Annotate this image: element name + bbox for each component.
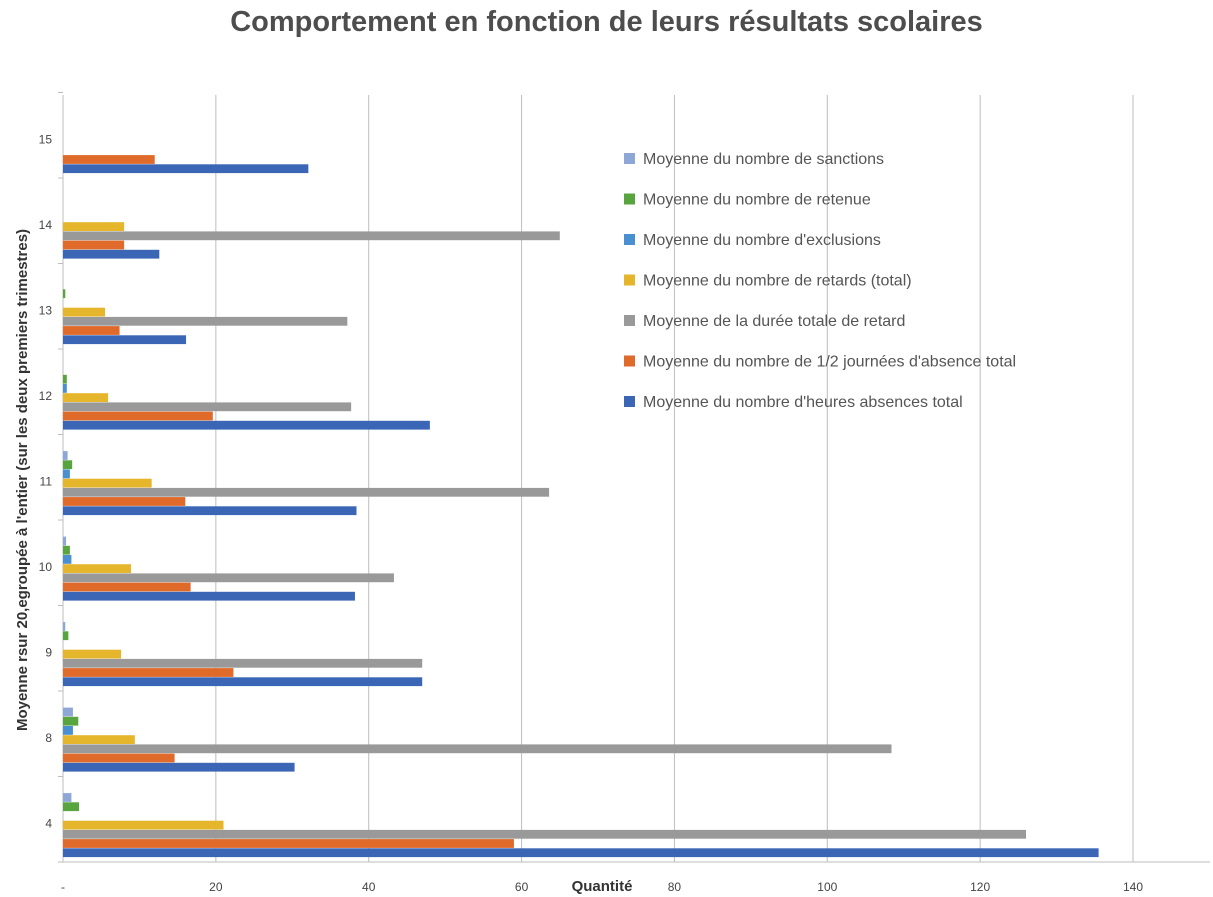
y-tick-label: 14 bbox=[39, 218, 53, 232]
bar-4-series-2 bbox=[63, 829, 1026, 839]
bar-14-series-2 bbox=[63, 231, 560, 241]
bar-9-series-1 bbox=[63, 668, 234, 677]
bar-8-series-5 bbox=[63, 716, 79, 726]
legend-swatch bbox=[624, 396, 635, 407]
bar-11-series-5 bbox=[63, 460, 73, 470]
bar-11-series-3 bbox=[63, 478, 152, 488]
bar-13-series-0 bbox=[63, 335, 187, 345]
bar-4-series-1 bbox=[63, 839, 514, 848]
bar-15-series-0 bbox=[63, 164, 309, 174]
bar-11-series-4 bbox=[63, 469, 70, 479]
bar-12-series-2 bbox=[63, 402, 352, 412]
bar-9-series-6 bbox=[63, 622, 66, 631]
x-tick-label: - bbox=[61, 880, 65, 894]
bar-10-series-1 bbox=[63, 582, 191, 592]
bar-10-series-2 bbox=[63, 573, 394, 583]
legend-label: Moyenne du nombre d'exclusions bbox=[643, 232, 881, 249]
bar-15-series-1 bbox=[63, 155, 155, 164]
bar-14-series-0 bbox=[63, 249, 160, 259]
bar-4-series-3 bbox=[63, 820, 224, 830]
bar-8-series-4 bbox=[63, 726, 73, 735]
y-tick-label: 13 bbox=[39, 303, 53, 317]
bar-11-series-6 bbox=[63, 451, 68, 460]
bar-11-series-1 bbox=[63, 497, 186, 506]
bar-10-series-5 bbox=[63, 545, 70, 555]
y-axis-title: Moyenne rsur 20,egroupée à l'entier (sur… bbox=[14, 229, 31, 731]
x-tick-label: 80 bbox=[668, 880, 682, 894]
bar-13-series-2 bbox=[63, 316, 348, 326]
bar-8-series-6 bbox=[63, 707, 73, 717]
bar-13-series-3 bbox=[63, 307, 106, 317]
bar-12-series-1 bbox=[63, 411, 213, 421]
chart-title: Comportement en fonction de leurs résult… bbox=[230, 6, 983, 38]
bar-9-series-5 bbox=[63, 631, 69, 641]
y-tick-label: 15 bbox=[39, 132, 53, 146]
legend-label: Moyenne du nombre de retenue bbox=[643, 192, 871, 209]
bars bbox=[63, 155, 1099, 858]
bar-12-series-4 bbox=[63, 384, 67, 393]
bar-10-series-4 bbox=[63, 555, 72, 564]
y-tick-label: 11 bbox=[40, 474, 53, 488]
x-axis-title: Quantité bbox=[572, 878, 633, 895]
bar-8-series-1 bbox=[63, 753, 175, 763]
bar-12-series-3 bbox=[63, 393, 109, 402]
legend-label: Moyenne du nombre de retards (total) bbox=[643, 273, 912, 290]
bar-14-series-3 bbox=[63, 222, 125, 231]
legend-swatch bbox=[624, 355, 635, 367]
bar-8-series-3 bbox=[63, 735, 135, 744]
bar-13-series-1 bbox=[63, 326, 120, 335]
bar-4-series-0 bbox=[63, 848, 1099, 858]
bar-8-series-2 bbox=[63, 744, 892, 754]
x-tick-label: 60 bbox=[515, 880, 529, 894]
legend-swatch bbox=[624, 315, 635, 326]
legend-label: Moyenne du nombre d'heures absences tota… bbox=[643, 394, 963, 411]
y-tick-label: 10 bbox=[39, 560, 53, 574]
legend: Moyenne du nombre de sanctions Moyenne du… bbox=[624, 151, 1016, 411]
x-tick-labels: - 20 40 60 80 100 120 140 bbox=[61, 880, 1143, 894]
bar-8-series-0 bbox=[63, 762, 295, 772]
legend-label: Moyenne de la durée totale de retard bbox=[643, 313, 905, 330]
legend-swatch bbox=[624, 234, 635, 245]
x-tick-label: 120 bbox=[970, 880, 990, 894]
y-tick-label: 9 bbox=[45, 645, 52, 659]
y-tick-label: 12 bbox=[39, 389, 53, 403]
bar-10-series-3 bbox=[63, 564, 132, 573]
bar-4-series-5 bbox=[63, 802, 80, 812]
y-tick-labels: 4 8 9 10 11 12 13 14 15 bbox=[39, 132, 53, 830]
legend-swatch bbox=[624, 274, 635, 286]
bar-14-series-1 bbox=[63, 240, 125, 250]
bar-4-series-6 bbox=[63, 793, 72, 802]
bar-9-series-3 bbox=[63, 649, 122, 659]
bar-9-series-2 bbox=[63, 658, 423, 668]
bar-9-series-0 bbox=[63, 677, 423, 687]
x-tick-label: 20 bbox=[209, 880, 223, 894]
bar-11-series-2 bbox=[63, 487, 550, 497]
bar-10-series-6 bbox=[63, 536, 67, 546]
x-tick-label: 100 bbox=[817, 880, 837, 894]
y-tick-label: 4 bbox=[45, 816, 52, 830]
legend-swatch bbox=[624, 153, 635, 164]
legend-label: Moyenne du nombre de sanctions bbox=[643, 151, 884, 168]
legend-label: Moyenne du nombre de 1/2 journées d'abse… bbox=[643, 354, 1016, 371]
bar-10-series-0 bbox=[63, 591, 355, 601]
bar-12-series-0 bbox=[63, 420, 430, 430]
bar-12-series-5 bbox=[63, 374, 67, 384]
bar-11-series-0 bbox=[63, 506, 357, 516]
y-tick-label: 8 bbox=[45, 731, 52, 745]
bar-13-series-5 bbox=[63, 289, 66, 299]
legend-swatch bbox=[624, 193, 635, 205]
x-tick-label: 40 bbox=[362, 880, 376, 894]
x-tick-label: 140 bbox=[1123, 880, 1143, 894]
gridlines bbox=[215, 95, 1134, 862]
